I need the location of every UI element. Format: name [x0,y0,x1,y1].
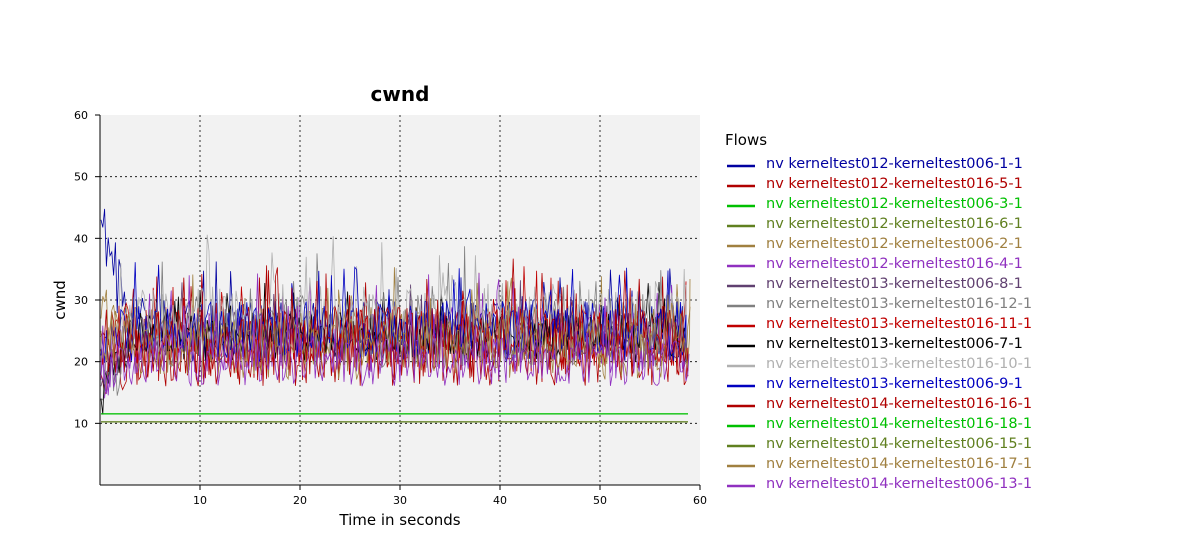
x-axis-label: Time in seconds [338,511,460,529]
legend-entry: nv kerneltest014-kerneltest016-18-1 [766,416,1032,432]
legend-entry: nv kerneltest014-kerneltest006-13-1 [766,476,1032,492]
legend-entry: nv kerneltest012-kerneltest016-4-1 [766,256,1023,272]
x-tick-label: 40 [493,494,507,507]
legend-entry: nv kerneltest014-kerneltest016-16-1 [766,396,1032,412]
legend-entry: nv kerneltest014-kerneltest016-17-1 [766,456,1032,472]
y-tick-label: 30 [74,294,88,307]
x-tick-label: 50 [593,494,607,507]
legend-entry: nv kerneltest013-kerneltest016-12-1 [766,296,1032,312]
legend-entry: nv kerneltest012-kerneltest016-5-1 [766,176,1023,192]
series-line-17 [100,305,690,395]
legend-entry: nv kerneltest012-kerneltest006-1-1 [766,156,1023,172]
series-lines [100,208,691,423]
x-tick-label: 30 [393,494,407,507]
y-tick-label: 50 [74,171,88,184]
tick-labels: 10 20 30 40 50 60 10 20 30 40 50 60 [74,109,707,507]
legend-entry: nv kerneltest013-kerneltest006-8-1 [766,276,1023,292]
legend-entry: nv kerneltest012-kerneltest016-6-1 [766,216,1023,232]
legend-entry: nv kerneltest013-kerneltest006-7-1 [766,336,1023,352]
legend-entry: nv kerneltest012-kerneltest006-2-1 [766,236,1023,252]
y-tick-label: 10 [74,417,88,430]
x-tick-label: 20 [293,494,307,507]
legend-entry: nv kerneltest013-kerneltest016-11-1 [766,316,1032,332]
legend-entry: nv kerneltest013-kerneltest016-10-1 [766,356,1032,372]
y-tick-label: 20 [74,356,88,369]
y-axis-label: cwnd [51,280,69,320]
chart-title: cwnd [371,82,430,106]
y-tick-label: 40 [74,232,88,245]
legend-title: Flows [725,131,767,149]
legend-entry: nv kerneltest013-kerneltest006-9-1 [766,376,1023,392]
legend-entry: nv kerneltest012-kerneltest006-3-1 [766,196,1023,212]
series-line-16 [100,278,691,381]
y-tick-label: 60 [74,109,88,122]
x-tick-label: 60 [693,494,707,507]
x-tick-label: 10 [193,494,207,507]
legend-entry: nv kerneltest014-kerneltest006-15-1 [766,436,1032,452]
legend: Flows nv kerneltest012-kerneltest006-1-1… [725,131,1032,492]
